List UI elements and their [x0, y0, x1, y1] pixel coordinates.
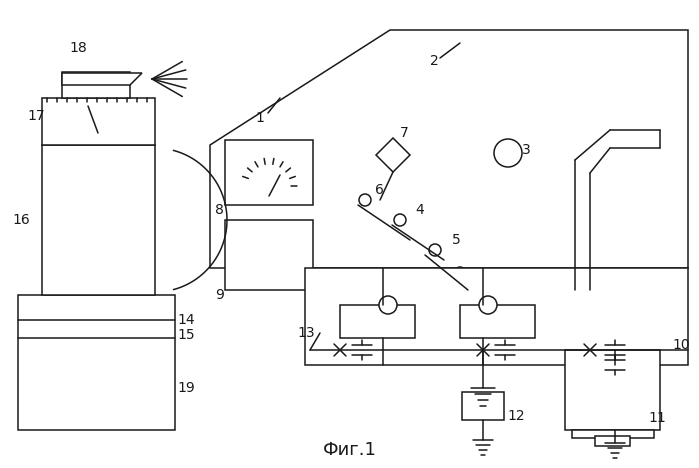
Text: 7: 7: [400, 126, 409, 140]
Polygon shape: [210, 30, 688, 268]
Circle shape: [359, 194, 371, 206]
Text: Фиг.1: Фиг.1: [323, 441, 377, 459]
Bar: [62, 72, 130, 98]
Bar: [225, 140, 313, 205]
Bar: [572, 430, 654, 438]
Text: 14: 14: [177, 313, 194, 327]
Circle shape: [494, 139, 522, 167]
Circle shape: [379, 296, 397, 314]
Bar: [305, 268, 688, 365]
Circle shape: [394, 214, 406, 226]
Text: 1: 1: [255, 111, 264, 125]
Circle shape: [454, 267, 466, 279]
Text: 16: 16: [12, 213, 30, 227]
Circle shape: [429, 244, 441, 256]
Text: 10: 10: [672, 338, 690, 352]
Bar: [225, 220, 313, 290]
Text: 4: 4: [415, 203, 424, 217]
Text: 8: 8: [215, 203, 224, 217]
Bar: [18, 295, 175, 430]
Polygon shape: [376, 138, 410, 172]
Circle shape: [479, 296, 497, 314]
Text: 9: 9: [215, 288, 224, 302]
Bar: [42, 145, 155, 295]
Text: 11: 11: [648, 411, 665, 425]
Text: 13: 13: [297, 326, 315, 340]
Bar: [42, 98, 155, 145]
Text: 12: 12: [507, 409, 525, 423]
Text: 18: 18: [69, 41, 87, 55]
Text: 19: 19: [177, 381, 195, 395]
Text: 15: 15: [177, 328, 194, 342]
Text: 5: 5: [452, 233, 461, 247]
Bar: [460, 305, 535, 338]
Text: 17: 17: [27, 109, 45, 123]
Bar: [340, 305, 415, 338]
Text: 2: 2: [430, 54, 439, 68]
Bar: [462, 392, 504, 420]
Text: 6: 6: [375, 183, 384, 197]
Bar: [595, 436, 630, 446]
Bar: [565, 350, 660, 430]
Text: 3: 3: [522, 143, 531, 157]
Polygon shape: [62, 73, 142, 85]
